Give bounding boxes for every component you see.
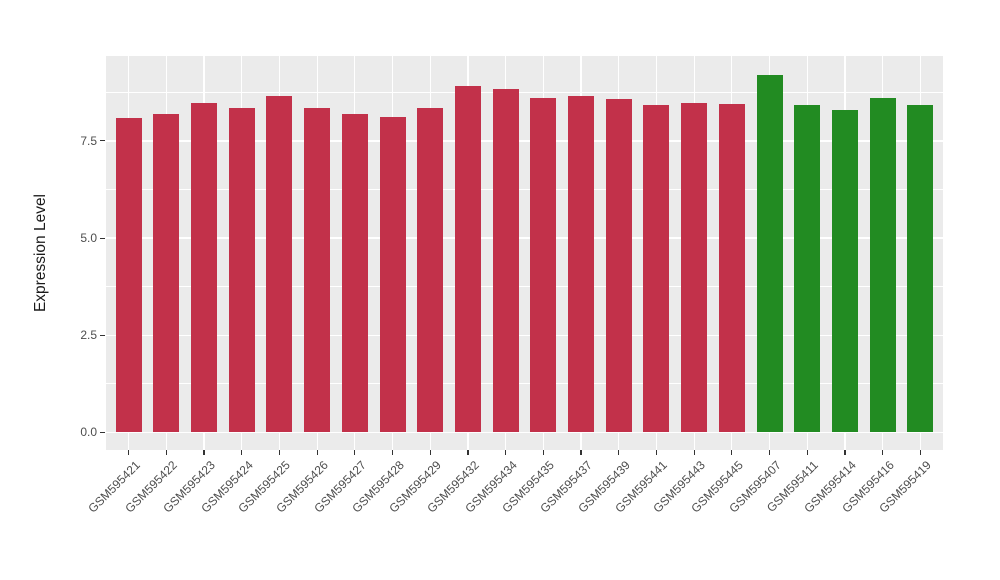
x-tick-mark: [467, 450, 469, 455]
bar-GSM595423: [191, 102, 218, 433]
bar-GSM595443: [681, 103, 708, 433]
x-tick-mark: [618, 450, 620, 455]
minor-gridline: [106, 383, 943, 385]
minor-gridline: [106, 189, 943, 190]
bar-GSM595425: [266, 96, 293, 433]
bar-GSM595445: [718, 104, 745, 433]
bar-GSM595437: [568, 95, 595, 433]
y-tick-mark: [100, 334, 105, 336]
x-tick-mark: [203, 450, 205, 455]
x-tick-mark: [580, 450, 582, 455]
major-gridline: [106, 334, 943, 336]
y-tick-label: 0.0: [80, 425, 97, 440]
y-tick-mark: [100, 237, 105, 239]
bar-GSM595414: [831, 110, 858, 433]
bar-GSM595411: [794, 105, 821, 433]
bar-GSM595429: [417, 107, 444, 433]
x-tick-mark: [655, 450, 658, 455]
x-tick-mark: [731, 450, 733, 455]
bar-GSM595439: [605, 99, 632, 433]
x-tick-mark: [505, 450, 507, 455]
bar-GSM595419: [907, 105, 934, 433]
x-tick-mark: [919, 450, 921, 455]
x-tick-mark: [806, 450, 808, 455]
x-tick-mark: [882, 450, 884, 455]
x-tick-mark: [165, 450, 167, 455]
y-tick-label: 5.0: [80, 231, 97, 246]
bar-GSM595434: [492, 89, 519, 433]
bar-GSM595407: [756, 74, 783, 433]
y-tick-label: 2.5: [80, 328, 97, 343]
y-axis-title: Expression Level: [32, 193, 49, 313]
x-tick-mark: [768, 450, 771, 455]
x-tick-mark: [693, 450, 695, 455]
minor-gridline: [106, 91, 943, 93]
x-tick-mark: [241, 450, 243, 455]
x-tick-mark: [542, 450, 544, 455]
x-tick-mark: [128, 450, 130, 455]
major-gridline: [106, 237, 943, 239]
minor-gridline: [106, 286, 943, 288]
x-tick-mark: [429, 450, 431, 455]
bar-GSM595424: [228, 108, 255, 433]
bar-GSM595426: [304, 107, 331, 433]
x-tick-mark: [391, 450, 394, 455]
x-tick-mark: [278, 450, 281, 455]
bar-GSM595428: [379, 116, 406, 433]
y-tick-label: 7.5: [80, 133, 97, 148]
x-tick-mark: [844, 450, 846, 455]
y-tick-mark: [100, 140, 105, 142]
bar-GSM595421: [115, 118, 142, 433]
x-tick-mark: [316, 450, 318, 455]
bar-GSM595435: [530, 97, 557, 433]
bar-GSM595422: [153, 113, 180, 433]
y-tick-mark: [100, 431, 105, 434]
bar-GSM595441: [643, 105, 670, 433]
major-gridline: [106, 140, 943, 142]
major-gridline: [106, 431, 943, 434]
bar-GSM595427: [341, 114, 368, 433]
plot-panel: [106, 56, 943, 450]
x-tick-mark: [354, 450, 356, 455]
bar-GSM595432: [454, 85, 481, 433]
bar-GSM595416: [869, 98, 896, 433]
